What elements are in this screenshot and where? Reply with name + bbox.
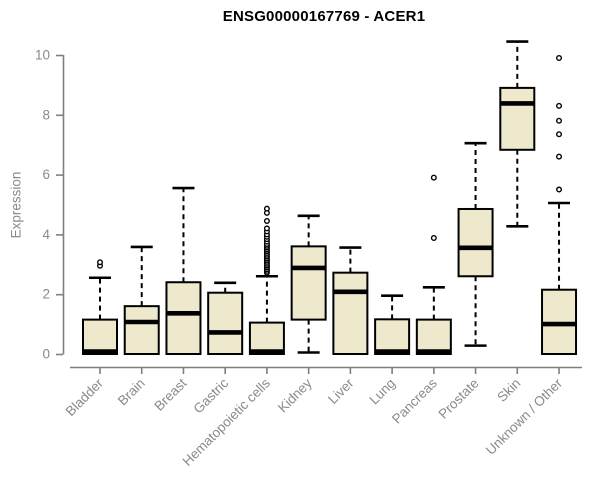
x-tick-label-prostate: Prostate <box>436 376 482 422</box>
x-tick-label-kidney: Kidney <box>275 375 315 415</box>
iqr-box <box>374 318 411 356</box>
x-tick-label-lung: Lung <box>366 376 398 408</box>
outlier-point <box>556 153 563 160</box>
iqr-box <box>165 281 202 355</box>
y-tick-label: 4 <box>42 227 50 242</box>
x-tick-label-skin: Skin <box>494 376 523 405</box>
outlier-point <box>556 131 563 138</box>
iqr-box <box>123 305 160 356</box>
box-group-bladder <box>82 259 118 355</box>
box-group-gastric <box>207 281 244 355</box>
iqr-box <box>248 321 285 356</box>
y-axis: 0 2 4 6 8 10 <box>35 48 65 362</box>
y-tick-label: 0 <box>42 347 50 362</box>
outlier-point <box>556 186 563 193</box>
x-tick-label-bladder: Bladder <box>63 375 107 419</box>
iqr-box <box>457 207 494 278</box>
outlier-point <box>430 174 437 181</box>
box-group-liver <box>332 246 369 355</box>
outlier-point <box>556 102 563 109</box>
outlier-point <box>430 234 437 241</box>
box-group-hematopoietic-cells <box>248 205 285 356</box>
y-tick-label: 6 <box>42 167 50 182</box>
iqr-box <box>82 318 118 355</box>
box-group-prostate <box>457 141 494 347</box>
box-group-breast <box>165 186 202 355</box>
x-tick-label-gastric: Gastric <box>190 375 231 416</box>
outlier-point <box>96 259 103 266</box>
box-group-kidney <box>290 214 327 354</box>
box-group-lung <box>374 294 411 356</box>
x-tick-label-liver: Liver <box>325 375 357 407</box>
x-tick-label-unknown-other: Unknown / Other <box>483 375 566 458</box>
iqr-box <box>332 271 369 355</box>
x-tick-label-breast: Breast <box>151 375 189 413</box>
outlier-point <box>263 225 270 232</box>
box-group-skin <box>499 40 536 228</box>
iqr-box <box>499 86 536 151</box>
box-group-pancreas <box>415 174 452 355</box>
outlier-point <box>263 205 270 212</box>
iqr-box <box>207 291 244 355</box>
y-tick-label: 10 <box>35 48 50 63</box>
outlier-point <box>556 54 563 61</box>
y-tick-label: 8 <box>42 107 50 122</box>
iqr-box <box>290 245 327 321</box>
outlier-point <box>556 117 563 124</box>
box-group-brain <box>123 245 160 356</box>
x-tick-label-pancreas: Pancreas <box>389 375 440 426</box>
iqr-box <box>415 318 452 355</box>
box-group-unknown-other <box>541 54 578 355</box>
x-tick-label-brain: Brain <box>115 376 148 409</box>
chart-title: ENSG00000167769 - ACER1 <box>222 8 426 25</box>
y-tick-label: 2 <box>42 287 50 302</box>
outlier-point <box>263 217 270 224</box>
